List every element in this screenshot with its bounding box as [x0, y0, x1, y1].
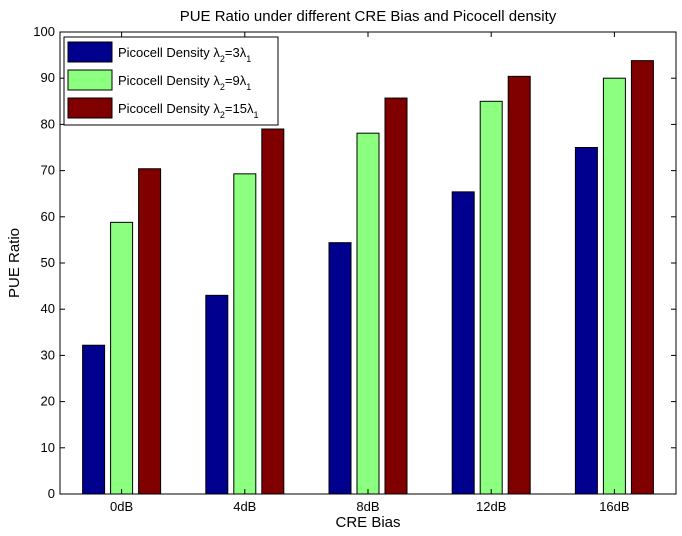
bar-3-16dB [630, 60, 654, 495]
legend-label: Picocell Density λ2=15λ1 [118, 101, 258, 120]
y-tick-label: 10 [41, 440, 55, 455]
y-tick-label: 60 [41, 209, 55, 224]
bar-2-12dB [479, 100, 503, 495]
bar-2-16dB [602, 77, 626, 495]
bar-1-8dB [328, 242, 352, 495]
y-tick-label: 90 [41, 70, 55, 85]
bar-1-0dB [82, 344, 106, 495]
legend-swatch [67, 41, 113, 63]
y-tick-label: 70 [41, 163, 55, 178]
bar-3-8dB [384, 97, 408, 495]
bar-1-4dB [205, 294, 229, 495]
bar-3-0dB [138, 168, 162, 495]
legend-label: Picocell Density λ2=9λ1 [118, 73, 251, 92]
legend-label: Picocell Density λ2=3λ1 [118, 45, 251, 64]
legend-swatch [67, 97, 113, 119]
x-tick-label: 4dB [233, 499, 256, 514]
bar-3-4dB [261, 128, 285, 495]
y-axis-label: PUE Ratio [6, 228, 23, 298]
x-tick-label: 8dB [356, 499, 379, 514]
chart-title: PUE Ratio under different CRE Bias and P… [180, 8, 557, 25]
x-tick-label: 16dB [599, 499, 629, 514]
x-tick-label: 0dB [110, 499, 133, 514]
bar-2-8dB [356, 132, 380, 495]
x-tick-label: 12dB [476, 499, 506, 514]
y-tick-label: 50 [41, 255, 55, 270]
y-tick-label: 80 [41, 116, 55, 131]
y-tick-label: 20 [41, 394, 55, 409]
bar-3-12dB [507, 75, 531, 495]
bar-2-0dB [110, 221, 134, 495]
bar-1-12dB [451, 191, 475, 495]
y-tick-label: 40 [41, 301, 55, 316]
y-tick-label: 100 [33, 24, 55, 39]
bar-2-4dB [233, 173, 257, 495]
plot-area: 0 10 20 30 40 50 60 70 80 90 100 0dB 4dB 8dB 12dB 16dB [33, 24, 677, 514]
legend-swatch [67, 69, 113, 91]
y-tick-label: 30 [41, 347, 55, 362]
bar-1-16dB [574, 147, 598, 495]
x-axis-label: CRE Bias [335, 514, 400, 531]
legend: Picocell Density λ2=3λ1 Picocell Density … [63, 36, 279, 126]
y-tick-label: 0 [48, 486, 55, 501]
